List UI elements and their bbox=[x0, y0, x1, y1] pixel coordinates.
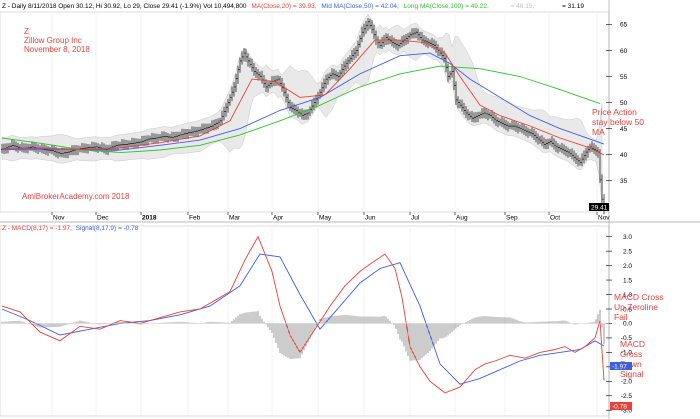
macd-y-tick-label: -2.0 bbox=[621, 379, 633, 386]
company-symbol: Z bbox=[24, 27, 29, 36]
macd-header-main: Z - MACD(8,17) = -1.97, bbox=[2, 225, 72, 232]
price-panel bbox=[0, 11, 610, 213]
x-tick-label: Jul bbox=[411, 215, 420, 222]
macd-y-tick-label: 0.0 bbox=[623, 321, 632, 328]
macd-y-tick-label: 3.0 bbox=[623, 234, 632, 241]
macd-y-tick-label: -3.0 bbox=[621, 408, 633, 415]
x-tick-label: Aug bbox=[456, 215, 468, 222]
price-action-note-1: Price Action bbox=[592, 107, 637, 117]
macd-y-tick-label: 2.5 bbox=[623, 248, 632, 255]
price-header-main: Z - Daily 8/11/2018 Open 30.12, Hi 30.92… bbox=[2, 3, 247, 10]
price-y-tick-label: 35 bbox=[620, 178, 628, 185]
price-series-lines bbox=[1, 39, 605, 156]
x-tick-label: Dec bbox=[97, 215, 109, 222]
x-tick-label: Jun bbox=[365, 215, 376, 222]
macd-y-tick-label: 1.5 bbox=[623, 277, 632, 284]
last-price-text: 29.41 bbox=[591, 205, 608, 212]
macd-y-tick-label: -0.5 bbox=[621, 335, 633, 342]
x-tick-label: Mar bbox=[229, 215, 241, 222]
price-y-tick-label: 50 bbox=[620, 100, 628, 107]
price-y-tick-label: 55 bbox=[620, 74, 628, 81]
price-header: Z - Daily 8/11/2018 Open 30.12, Hi 30.92… bbox=[2, 3, 584, 10]
price-header-ma20: MA(Close,20) = 39.93, bbox=[251, 3, 316, 10]
macd-y-tick-label: -2.5 bbox=[621, 393, 633, 400]
macd-value-tag: -1.97 bbox=[610, 362, 632, 371]
macd-header-signal: Signal(8,17,9) = -0.78 bbox=[76, 225, 139, 232]
macd-cross-up-note-1: MACD Cross bbox=[614, 292, 664, 302]
price-header-ma50: Mid MA(Close,50) = 42.04, bbox=[321, 3, 399, 10]
price-action-note-3: MA bbox=[592, 127, 605, 137]
macd-cross-down-note-4: Signal bbox=[620, 369, 644, 379]
macd-cross-down-note-2: Cross bbox=[620, 349, 642, 359]
signal-line bbox=[1, 253, 605, 385]
x-gridlines bbox=[51, 14, 598, 416]
macd-histogram bbox=[1, 309, 605, 361]
price-y-tick-label: 60 bbox=[620, 48, 628, 55]
x-tick-label: 2018 bbox=[142, 215, 157, 222]
x-axis: Nov Dec 2018 Feb Mar Apr May Jun Jul Aug Sep Oct Nov bbox=[51, 212, 610, 222]
price-action-note-2: stay below 50 bbox=[592, 117, 644, 127]
ma50-line bbox=[1, 52, 605, 151]
price-y-axis: 35 40 45 50 55 60 65 bbox=[606, 22, 628, 185]
macd-header: Z - MACD(8,17) = -1.97, Signal(8,17,9) =… bbox=[2, 225, 139, 232]
x-tick-label: May bbox=[319, 215, 332, 222]
macd-y-axis: 3.02.52.01.51.00.50.0-0.5-1.0-1.5-2.0-2.… bbox=[0, 234, 632, 415]
macd-line bbox=[1, 235, 605, 394]
x-tick-label: Feb bbox=[189, 215, 201, 222]
ma100-line bbox=[1, 65, 601, 154]
macd-cross-down-note-1: MACD bbox=[620, 339, 645, 349]
macd-y-tick-label: 1.0 bbox=[623, 292, 632, 299]
macd-series-lines bbox=[1, 235, 605, 394]
watermark: AmiBrokerAcademy.com 2018 bbox=[22, 192, 130, 201]
macd-panel bbox=[0, 225, 610, 417]
x-tick-label: Nov bbox=[53, 215, 65, 222]
price-y-tick-label: 40 bbox=[620, 152, 628, 159]
x-tick-label: Nov bbox=[598, 215, 610, 222]
price-header-ma100: Long MA(Close,100) = 49.22, bbox=[404, 3, 489, 10]
x-tick-label: Oct bbox=[550, 215, 560, 222]
macd-y-tick-label: 2.0 bbox=[623, 263, 632, 270]
macd-y-tick-label: -1.0 bbox=[621, 350, 633, 357]
macd-cross-up-note-3: Fail bbox=[614, 312, 628, 322]
price-header-extra: = 46.15, bbox=[511, 3, 535, 10]
company-date: November 8, 2018 bbox=[24, 45, 90, 54]
ma20-line bbox=[1, 39, 605, 156]
macd-value-text: -1.97 bbox=[612, 364, 627, 371]
price-y-tick-label: 65 bbox=[620, 22, 628, 29]
signal-value-tag: -0.78 bbox=[610, 402, 632, 411]
x-tick-label: Sep bbox=[506, 215, 518, 222]
price-header-extra2: = 31.19 bbox=[562, 3, 584, 10]
x-tick-label: Apr bbox=[273, 215, 284, 222]
company-name: Zillow Group Inc bbox=[24, 36, 82, 45]
macd-cross-up-note-2: Up Zeroline bbox=[614, 302, 658, 312]
last-price-tag: 29.41 bbox=[589, 203, 609, 212]
signal-value-text: -0.78 bbox=[612, 404, 627, 411]
price-y-tick-label: 45 bbox=[620, 126, 628, 133]
macd-y-tick-label: 0.5 bbox=[623, 306, 632, 313]
